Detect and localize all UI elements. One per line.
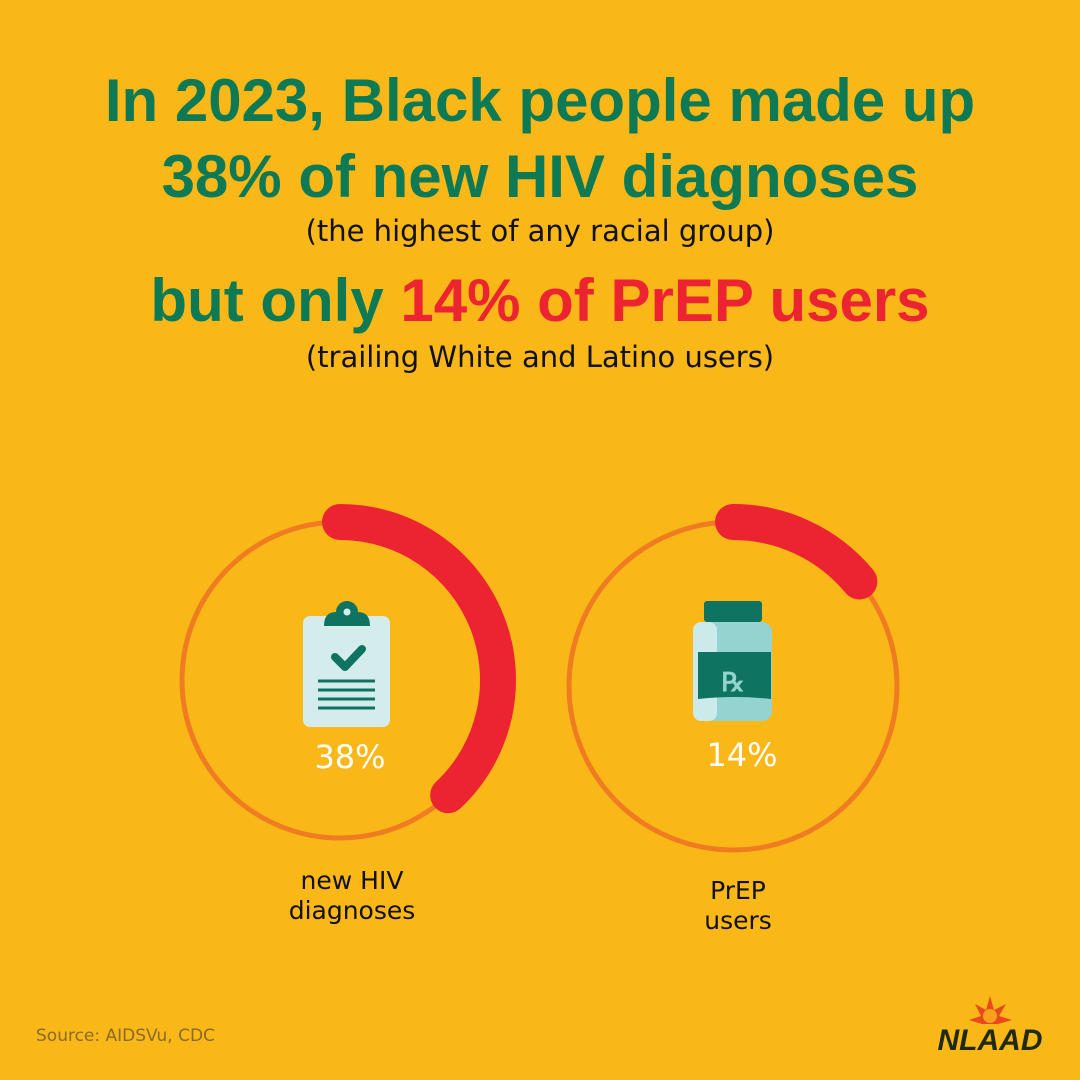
headline-line-3: but only 14% of PrEP users [0,266,1080,335]
label-line: diagnoses [288,896,416,925]
subheadline-2: (trailing White and Latino users) [305,340,775,374]
svg-text:℞: ℞ [721,667,744,697]
label-line: users [704,906,772,935]
label-prep: PrEP users [618,876,858,936]
value-diagnoses: 38% [314,738,386,776]
headline-prefix: but only [150,267,401,334]
value-prep: 14% [706,736,778,774]
label-line: PrEP [710,876,766,905]
donut-arc-prep [715,504,878,600]
label-line: new HIV [300,866,404,895]
nlaad-logo: NLAAD [938,996,1043,1054]
headline-line-2: 38% of new HIV diagnoses [161,143,919,210]
headline-line-1: In 2023, Black people made up [104,67,976,134]
svg-text:NLAAD: NLAAD [938,1024,1043,1054]
rx-bottle-icon: ℞ [693,601,772,721]
headline-highlight: 14% of PrEP users [400,267,930,334]
source-note: Source: AIDSVu, CDC [36,1026,215,1046]
clipboard-check-icon [303,601,390,727]
subheadline-1: (the highest of any racial group) [305,214,775,248]
donut-arc-diagnoses [322,504,516,814]
label-diagnoses: new HIV diagnoses [232,866,472,926]
